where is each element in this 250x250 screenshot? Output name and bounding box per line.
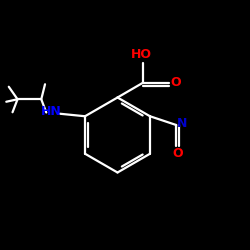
Text: HN: HN	[41, 105, 62, 118]
Text: O: O	[172, 147, 183, 160]
Text: N: N	[177, 117, 188, 130]
Text: O: O	[170, 76, 181, 90]
Text: HO: HO	[131, 48, 152, 62]
